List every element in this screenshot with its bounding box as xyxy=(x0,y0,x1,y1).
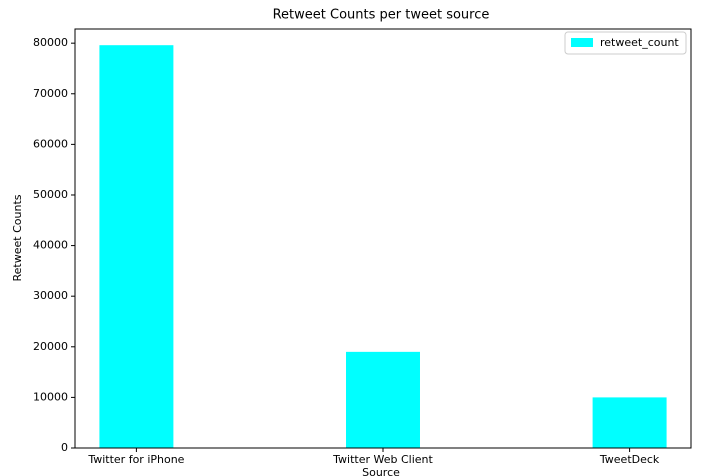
y-tick-label: 0 xyxy=(61,441,68,454)
x-tick-label: Twitter Web Client xyxy=(332,453,433,466)
y-tick-label: 20000 xyxy=(33,340,68,353)
y-tick-label: 30000 xyxy=(33,289,68,302)
x-tick-label: TweetDeck xyxy=(599,453,660,466)
y-tick-label: 10000 xyxy=(33,390,68,403)
x-axis-label: Source xyxy=(362,466,400,476)
y-tick-label: 50000 xyxy=(33,188,68,201)
legend-box xyxy=(564,31,687,55)
y-tick-label: 60000 xyxy=(33,137,68,150)
chart-title: Retweet Counts per tweet source xyxy=(273,8,490,23)
y-axis-label: Retweet Counts xyxy=(11,194,24,281)
legend-swatch xyxy=(571,38,593,47)
bar xyxy=(99,45,174,448)
x-tick-label: Twitter for iPhone xyxy=(87,453,184,466)
y-tick-label: 40000 xyxy=(33,239,68,252)
y-tick-label: 70000 xyxy=(33,87,68,100)
legend-label: retweet_count xyxy=(600,36,679,49)
bar xyxy=(592,397,667,448)
plot-frame xyxy=(74,28,692,449)
y-tick-label: 80000 xyxy=(33,36,68,49)
bar xyxy=(346,351,420,448)
